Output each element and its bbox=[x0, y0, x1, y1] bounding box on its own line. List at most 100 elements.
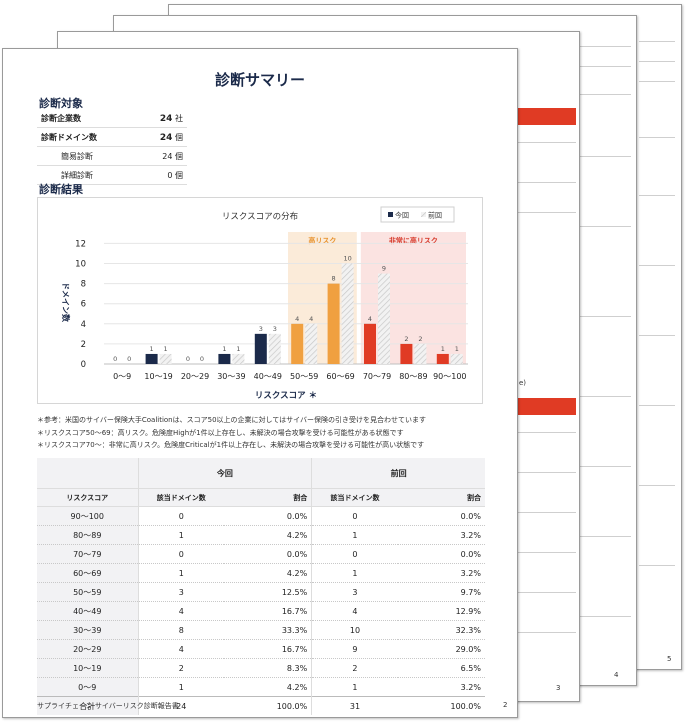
previous-ratio-cell: 3.2% bbox=[397, 563, 485, 583]
bar-current-value-label: 1 bbox=[150, 345, 154, 353]
legend-current-label: 今回 bbox=[395, 211, 409, 220]
previous-ratio-cell: 0.0% bbox=[397, 544, 485, 564]
table-row: 50～59 3 12.5% 3 9.7% bbox=[37, 582, 485, 602]
previous-count-cell: 3 bbox=[311, 582, 398, 602]
table-row: 80～89 1 4.2% 1 3.2% bbox=[37, 525, 485, 545]
company-count-label: 診断企業数 bbox=[37, 109, 138, 128]
score-range-cell: 90～100 bbox=[37, 506, 138, 526]
bar-previous-value-label: 3 bbox=[273, 325, 277, 333]
current-count-cell: 2 bbox=[137, 658, 224, 678]
bar-previous bbox=[450, 353, 463, 364]
y-tick-label: 2 bbox=[81, 340, 86, 350]
previous-ratio-cell: 6.5% bbox=[397, 658, 485, 678]
current-ratio-cell: 12.5% bbox=[223, 582, 312, 602]
previous-count-cell: 4 bbox=[311, 601, 398, 621]
x-axis-label: リスクスコア ＊ bbox=[255, 390, 317, 401]
previous-count-cell: 0 bbox=[311, 544, 398, 564]
note-line: ＊参考：米国のサイバー保険大手Coalitionは、スコア50以上の企業に対して… bbox=[37, 416, 427, 424]
previous-ratio-cell: 12.9% bbox=[397, 601, 485, 621]
score-range-cell: 10～19 bbox=[37, 658, 138, 678]
current-count-cell: 4 bbox=[137, 601, 224, 621]
table-row: 10～19 2 8.3% 2 6.5% bbox=[37, 658, 485, 678]
current-ratio-cell: 4.2% bbox=[223, 563, 312, 583]
detail-diagnosis-value: 0 bbox=[167, 170, 173, 180]
ratio-column-header: 割合 bbox=[397, 488, 485, 507]
current-ratio-cell: 4.2% bbox=[223, 525, 312, 545]
score-column-header: リスクスコア bbox=[37, 488, 138, 507]
x-tick-label: 0～9 bbox=[113, 372, 131, 381]
previous-count-cell: 1 bbox=[311, 525, 398, 545]
current-count-cell: 0 bbox=[137, 506, 224, 526]
total-previous-ratio: 100.0% bbox=[397, 696, 485, 715]
score-range-cell: 70～79 bbox=[37, 544, 138, 564]
score-range-cell: 50～59 bbox=[37, 582, 138, 602]
x-tick-label: 30～39 bbox=[217, 372, 245, 381]
bar-current-value-label: 4 bbox=[368, 315, 372, 323]
ratio-column-header: 割合 bbox=[223, 488, 312, 507]
previous-count-cell: 1 bbox=[311, 563, 398, 583]
previous-ratio-cell: 9.7% bbox=[397, 582, 485, 602]
current-ratio-cell: 16.7% bbox=[223, 639, 312, 659]
current-count-cell: 3 bbox=[137, 582, 224, 602]
company-count-value: 24 bbox=[159, 113, 173, 124]
bar-previous-value-label: 4 bbox=[309, 315, 313, 323]
bar-current-value-label: 3 bbox=[259, 325, 263, 333]
risk-band-label: 非常に高リスク bbox=[389, 236, 438, 245]
bar-previous bbox=[378, 273, 390, 364]
x-tick-label: 10～19 bbox=[144, 372, 172, 381]
page-title: 診断サマリー bbox=[214, 71, 305, 89]
legend-box bbox=[380, 206, 455, 223]
section-heading-target: 診断対象 bbox=[39, 97, 83, 110]
current-count-cell: 1 bbox=[137, 525, 224, 545]
previous-count-cell: 1 bbox=[311, 677, 398, 697]
previous-ratio-cell: 3.2% bbox=[397, 525, 485, 545]
bar-previous-value-label: 0 bbox=[200, 355, 204, 363]
bar-current bbox=[218, 353, 231, 364]
x-tick-label: 90～100 bbox=[433, 372, 466, 381]
domain-count-label: 診断ドメイン数 bbox=[37, 127, 138, 147]
current-ratio-cell: 0.0% bbox=[223, 506, 312, 526]
simple-diagnosis-label: 簡易診断 bbox=[37, 146, 138, 166]
domain-count-value: 24 bbox=[159, 132, 173, 143]
table-row: 30～39 8 33.3% 10 32.3% bbox=[37, 620, 485, 640]
detail-diagnosis-label: 詳細診断 bbox=[37, 165, 138, 185]
score-range-cell: 80～89 bbox=[37, 525, 138, 545]
previous-count-cell: 9 bbox=[311, 639, 398, 659]
table-row: 70～79 0 0.0% 0 0.0% bbox=[37, 544, 485, 564]
x-tick-label: 20～29 bbox=[181, 372, 209, 381]
y-axis-label: ドメイン数 bbox=[61, 282, 71, 323]
previous-count-cell: 0 bbox=[311, 506, 398, 526]
back-page-fragment: e) bbox=[519, 379, 527, 387]
note-line: ＊リスクスコア70～：非常に高リスク。危険度Criticalが1件以上存在し、未… bbox=[37, 441, 425, 449]
legend-current-swatch bbox=[388, 212, 393, 217]
score-range-cell: 30～39 bbox=[37, 620, 138, 640]
current-ratio-cell: 33.3% bbox=[223, 620, 312, 640]
bar-previous-value-label: 2 bbox=[418, 335, 422, 343]
page-number: 2 bbox=[503, 701, 508, 709]
y-tick-label: 12 bbox=[75, 239, 86, 249]
bar-previous-value-label: 1 bbox=[164, 345, 168, 353]
company-count-unit: 社 bbox=[175, 113, 183, 123]
bar-previous bbox=[232, 353, 245, 364]
bar-current bbox=[145, 353, 158, 364]
bar-previous bbox=[305, 323, 318, 364]
front-page: 診断サマリー 診断対象 診断企業数 24 社 診断ドメイン数 24 個 簡易診断… bbox=[2, 48, 518, 718]
bar-previous-value-label: 9 bbox=[382, 265, 386, 273]
chart-box: 高リスク 非常に高リスク 0 2 4 6 8 10 12 リスクスコアの分布 今回 前回 ドメイン数 リス… bbox=[37, 197, 483, 404]
previous-ratio-cell: 29.0% bbox=[397, 639, 485, 659]
current-ratio-cell: 16.7% bbox=[223, 601, 312, 621]
table-row: 0～9 1 4.2% 1 3.2% bbox=[37, 677, 485, 697]
page-number: 3 bbox=[556, 684, 561, 692]
bar-current bbox=[400, 343, 413, 364]
current-header: 今回 bbox=[137, 458, 312, 489]
simple-diagnosis-value: 24 bbox=[162, 151, 173, 161]
detail-diagnosis-unit: 個 bbox=[175, 170, 183, 180]
current-count-cell: 0 bbox=[137, 544, 224, 564]
previous-ratio-cell: 0.0% bbox=[397, 506, 485, 526]
previous-count-cell: 2 bbox=[311, 658, 398, 678]
count-column-header: 該当ドメイン数 bbox=[137, 488, 224, 507]
legend-previous-label: 前回 bbox=[428, 211, 442, 220]
bar-previous-value-label: 1 bbox=[236, 345, 240, 353]
score-range-cell: 0～9 bbox=[37, 677, 138, 697]
